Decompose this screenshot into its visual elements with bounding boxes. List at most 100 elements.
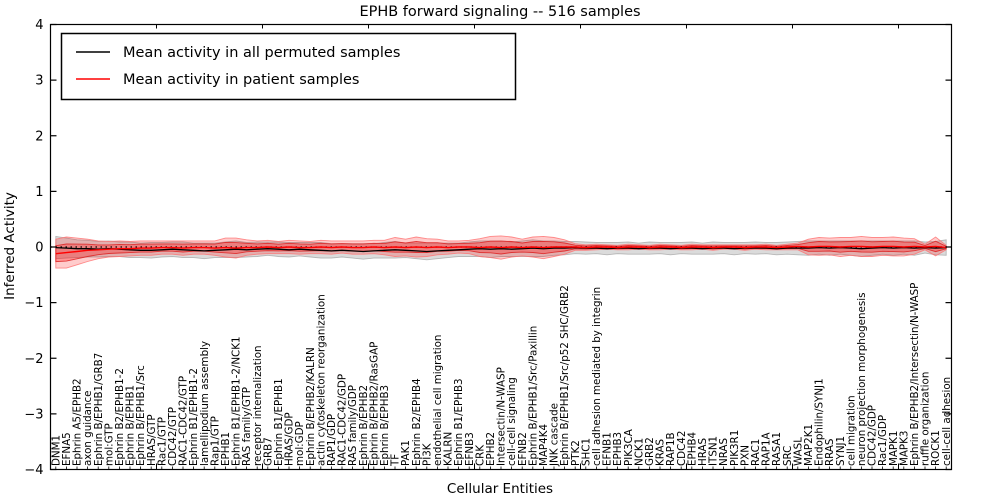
x-tick-label: Ephrin B1/EPHB3 <box>453 378 465 466</box>
x-tick-label: PAK1 <box>400 440 412 466</box>
x-tick-label: EFNB2 <box>517 432 529 466</box>
x-tick-label: GRB2 <box>644 437 656 466</box>
x-tick-label: EPHB3 <box>612 432 624 466</box>
x-tick-label: Rac1/GTP <box>156 417 168 466</box>
x-tick-label: RAS family/GTP <box>241 387 253 466</box>
x-tick-label: axon guidance <box>82 391 94 466</box>
x-tick-label: NRAS <box>718 438 730 466</box>
x-tick-label: PXN <box>739 445 751 466</box>
x-tick-label: Ephrin B/EPHB2/KALRN <box>305 347 317 466</box>
y-axis-label: Inferred Activity <box>2 192 18 300</box>
x-tick-label: Rap1/GTP <box>209 416 221 466</box>
x-tick-label: Ephrin B/EPHB2/Intersectin/N-WASP <box>909 283 921 466</box>
x-tick-label: Ephrin B/EPHB1 <box>125 385 137 466</box>
chart-title: EPHB forward signaling -- 516 samples <box>359 4 640 20</box>
x-tick-label: EPHB2 <box>485 432 497 466</box>
legend-label-permuted: Mean activity in all permuted samples <box>123 45 400 61</box>
x-tick-label: Ephrin B/EPHB1/GRB7 <box>93 353 105 466</box>
x-tick-label: SYNJ1 <box>835 436 847 466</box>
y-tick-label: −3 <box>24 407 43 422</box>
x-tick-label: CDC42 <box>676 431 688 466</box>
y-tick-label: 3 <box>35 74 43 89</box>
legend-label-patient: Mean activity in patient samples <box>123 72 359 88</box>
x-tick-label: actin cytoskeleton reorganization <box>315 294 327 466</box>
x-tick-label: HRAS <box>697 438 709 466</box>
x-tick-label: EPHB1 <box>220 432 232 466</box>
x-tick-label: ruffle organization <box>920 372 932 466</box>
x-tick-label: Ephrin B/EPHB1/Src/p52 SHC/GRB2 <box>559 285 571 466</box>
x-tick-label: Ephrin A5/EPHB2 <box>72 378 84 466</box>
y-tick-label: 0 <box>35 241 43 256</box>
x-tick-label: EFNB3 <box>464 432 476 466</box>
x-tick-label: RAC1-CDC42/GTP <box>178 376 190 466</box>
x-tick-label: KALRN <box>443 432 455 466</box>
x-tick-label: Endophilin/SYNJ1 <box>814 378 826 466</box>
x-tick-label: Ephrin B/EPHB1/Src <box>135 365 147 466</box>
x-tick-label: cell-cell adhesion <box>941 377 953 466</box>
x-tick-label: lamellipodium assembly <box>199 341 211 466</box>
x-tick-label: RAC1-CDC42/GDP <box>337 374 349 466</box>
y-tick-label: 1 <box>35 185 43 200</box>
x-tick-label: RAP1A <box>761 432 773 466</box>
x-tick-label: EFNB1 <box>602 432 614 466</box>
x-tick-label: RASA1 <box>771 432 783 466</box>
x-tick-label: cell-cell signaling <box>506 377 518 466</box>
x-tick-label: SRC <box>782 446 794 466</box>
x-tick-label: ROCK1 <box>930 430 942 466</box>
x-tick-label: PIK3CA <box>623 429 635 466</box>
x-tick-label: Ephrin B/EPHB3 <box>379 385 391 466</box>
x-tick-label: Ephrin B/EPHB2/RasGAP <box>368 342 380 466</box>
x-tick-label: JNK cascade <box>549 403 561 467</box>
x-tick-label: mol:GTP <box>103 423 115 466</box>
x-tick-label: HRAS/GDP <box>284 412 296 466</box>
x-tick-label: Ephrin B/EPHB2 <box>358 385 370 466</box>
x-tick-label: RAS family/GDP <box>347 385 359 466</box>
x-tick-label: SHC1 <box>580 438 592 466</box>
legend: Mean activity in all permuted samples Me… <box>60 32 517 101</box>
x-tick-label: CRK <box>474 445 486 466</box>
x-tick-label: neuron projection morphogenesis <box>856 293 868 466</box>
x-tick-label: Intersectin/N-WASP <box>496 367 508 466</box>
legend-box <box>60 32 517 101</box>
x-tick-label: RAC1 <box>750 439 762 466</box>
x-tick-label: KRAS <box>655 439 667 466</box>
x-tick-label: Ephrin B1/EPHB1-2 <box>188 368 200 466</box>
x-tick-label: PI3K <box>421 443 433 466</box>
x-tick-label: Ephrin B/EPHB1/Src/Paxillin <box>527 326 539 466</box>
x-tick-label: CDC42/GTP <box>167 407 179 466</box>
x-tick-label: ITSN1 <box>708 436 720 466</box>
x-tick-label: TF <box>390 454 402 467</box>
x-tick-label: RAP1B <box>665 432 677 466</box>
x-tick-label: Ephrin B1/EPHB1 <box>273 378 285 466</box>
x-tick-label: PIK3R1 <box>729 430 741 466</box>
x-axis-label: Cellular Entities <box>447 481 553 497</box>
x-tick-label: cell adhesion mediated by integrin <box>591 287 603 466</box>
x-tick-label: MAPK3 <box>898 431 910 466</box>
x-tick-label: RAP1/GDP <box>326 414 338 466</box>
x-tick-label: WASL <box>792 437 804 466</box>
x-tick-label: EPHB4 <box>686 432 698 466</box>
x-tick-label: EFNA5 <box>61 432 73 466</box>
x-tick-label: MAP4K4 <box>538 424 550 466</box>
x-tick-label: Rac1/GDP <box>877 415 889 466</box>
x-tick-label: PTK2 <box>570 440 582 466</box>
x-tick-label: CDC42/GDP <box>867 405 879 466</box>
x-tick-label: NCK1 <box>633 438 645 466</box>
x-tick-label: HRAS/GTP <box>146 414 158 466</box>
x-tick-label: GRB7 <box>262 437 274 466</box>
x-tick-label: Ephrin B2/EPHB1-2 <box>114 368 126 466</box>
y-tick-label: 4 <box>35 18 43 33</box>
y-tick-label: 2 <box>35 129 43 144</box>
patient-mean-line <box>55 245 947 255</box>
x-tick-label: receptor internalization <box>252 345 264 466</box>
x-tick-label: DNM1 <box>50 435 62 466</box>
x-tick-label: Ephrin B1/EPHB1-2/NCK1 <box>231 336 243 466</box>
x-tick-label: Ephrin B2/EPHB4 <box>411 378 423 466</box>
y-tick-label: −4 <box>24 463 43 478</box>
permuted-mean-line <box>55 246 947 253</box>
x-tick-label: MAPK1 <box>888 431 900 466</box>
y-tick-label: −1 <box>24 296 43 311</box>
